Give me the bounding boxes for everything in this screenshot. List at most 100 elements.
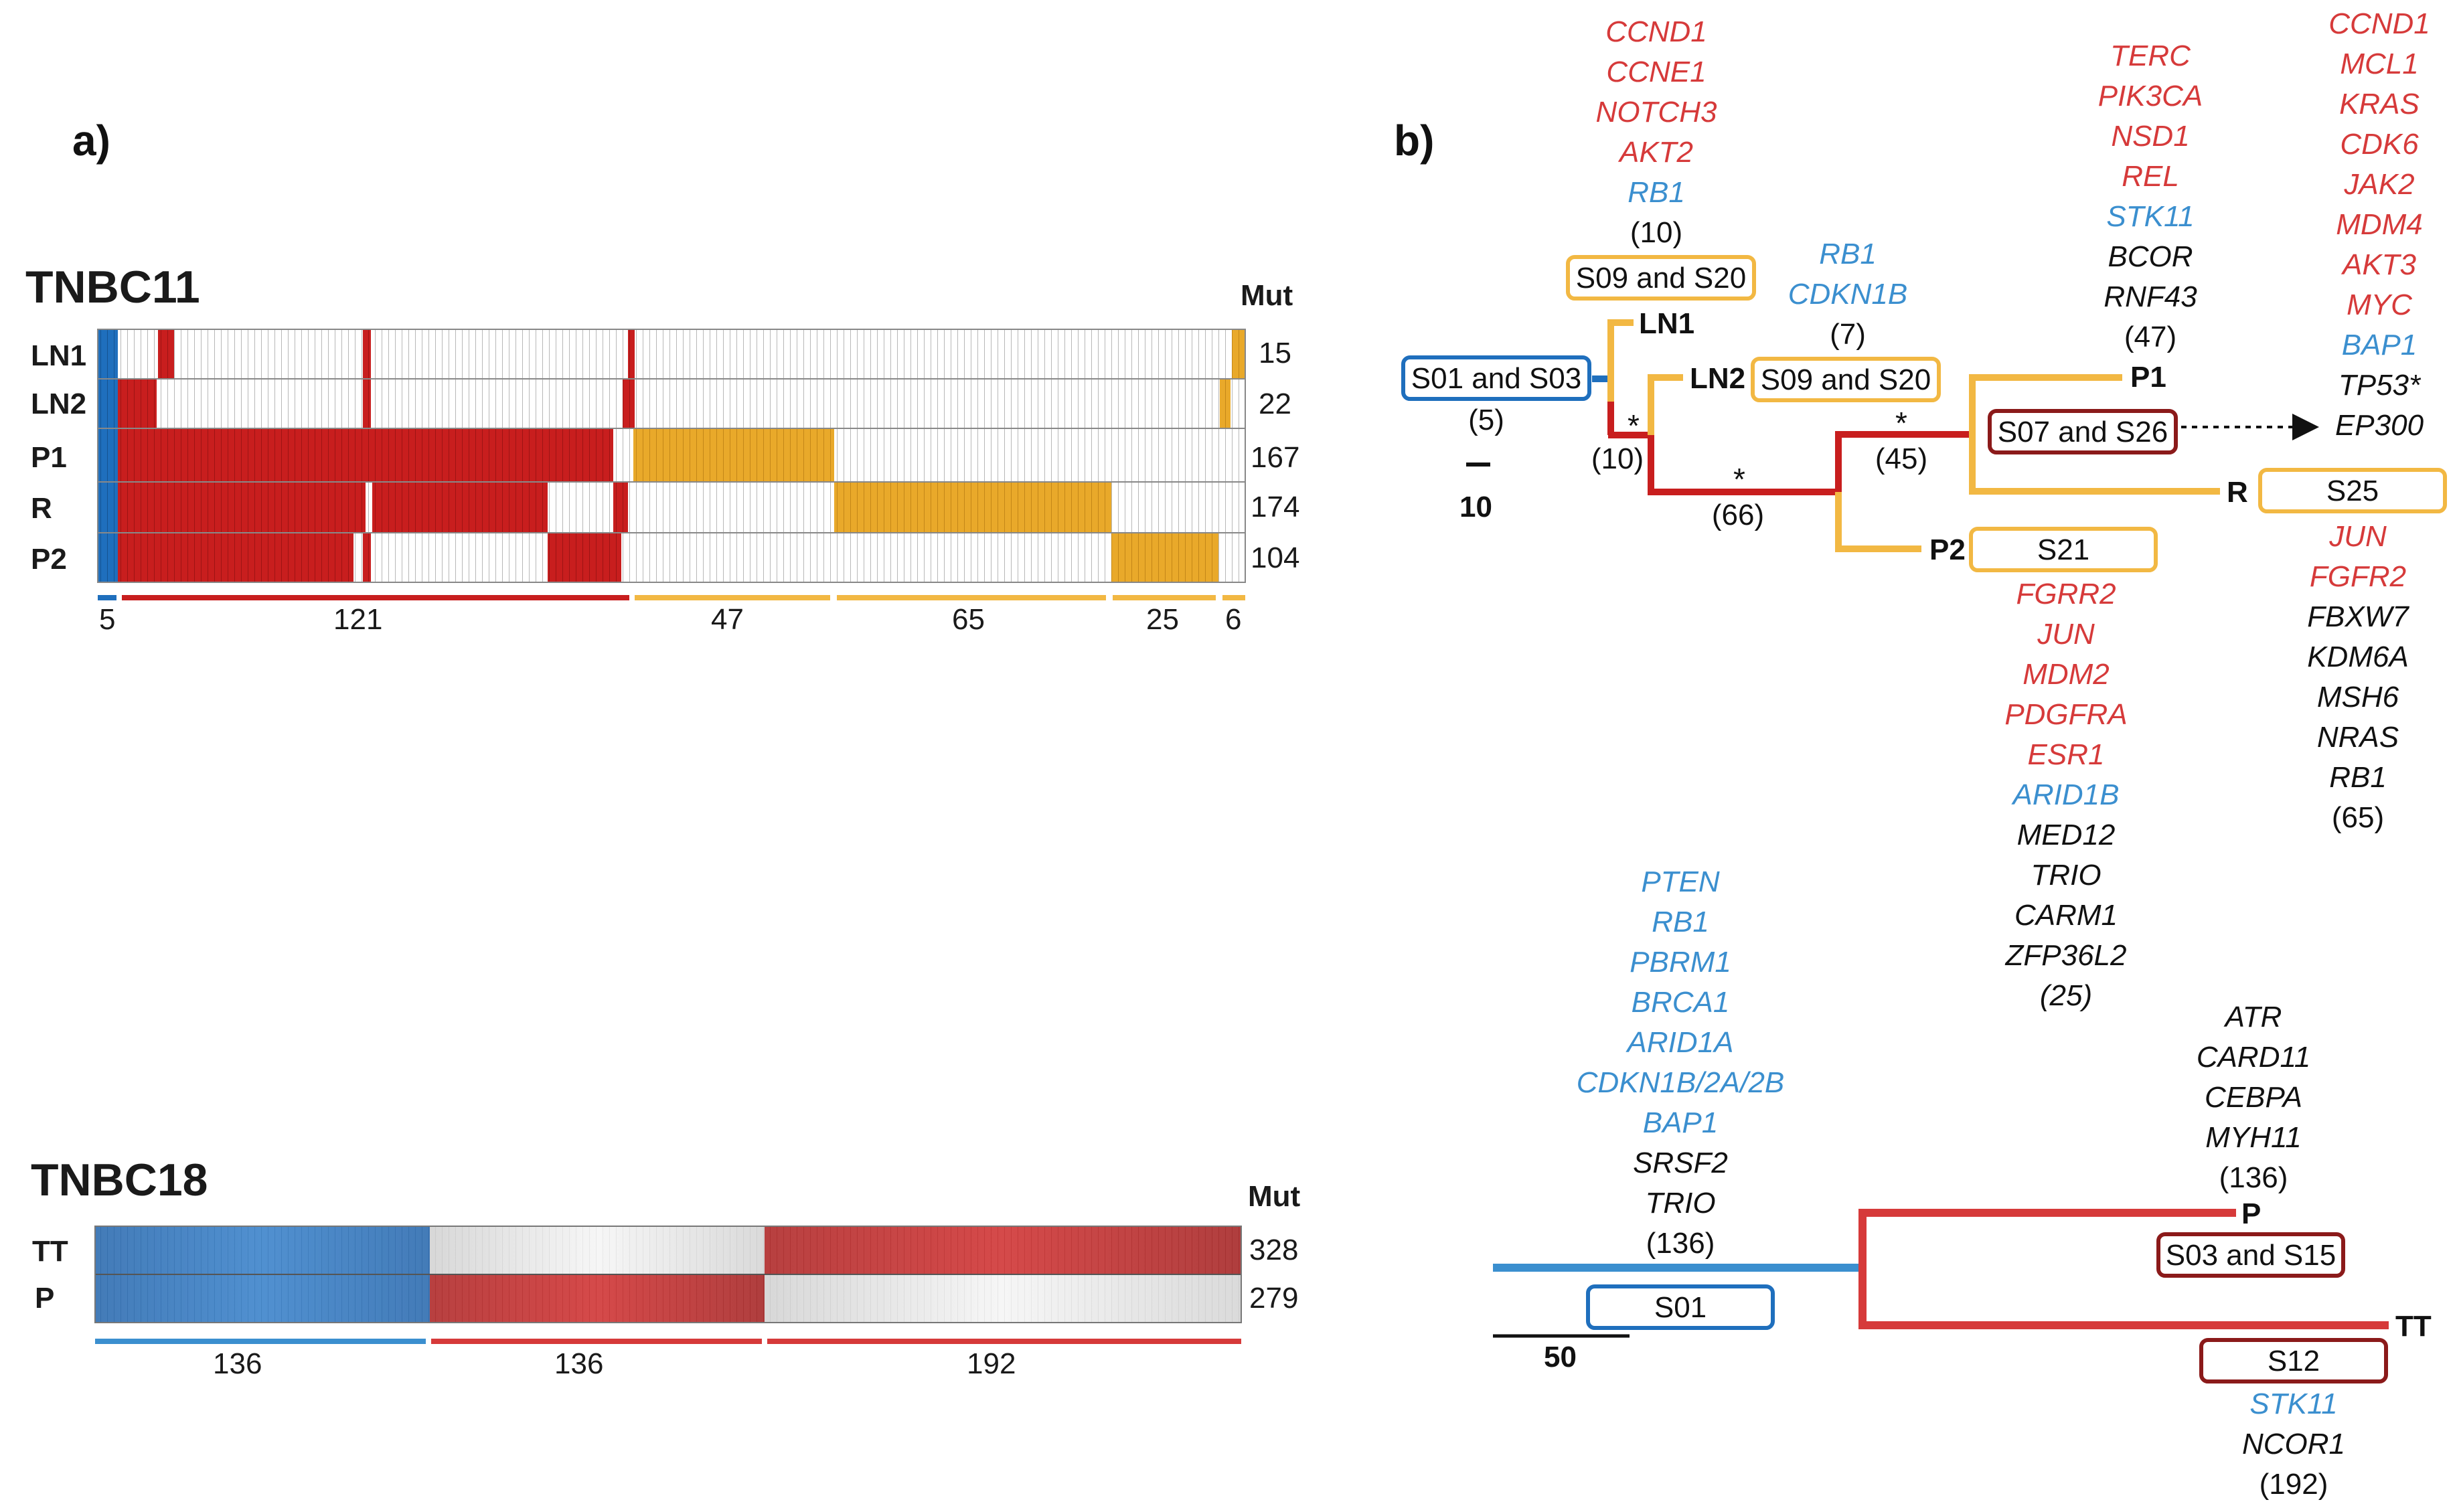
tnbc18-row-label-p: P bbox=[35, 1282, 54, 1315]
gene-r-3: FBXW7 bbox=[2307, 600, 2409, 633]
tnbc11-p1r-box-label: S07 and S26 bbox=[1998, 416, 2168, 448]
tnbc11-group-count-5: 25 bbox=[1146, 603, 1179, 636]
tnbc11-mut-ln1: 15 bbox=[1259, 337, 1291, 369]
gene-t18-9: TRIO bbox=[1645, 1187, 1715, 1220]
tnbc11-ln1-node: LN1 bbox=[1639, 307, 1694, 340]
gene-rtop-8: MYC bbox=[2347, 288, 2413, 321]
gene-tt18-2: NCOR1 bbox=[2242, 1428, 2345, 1460]
tnbc11-r-genes: JUN FGFR2 FBXW7 KDM6A MSH6 NRAS RB1 (65) bbox=[2307, 520, 2409, 834]
gene-t18-8: SRSF2 bbox=[1633, 1147, 1728, 1179]
gene-p2-10: ZFP36L2 bbox=[2005, 939, 2127, 972]
tnbc18-tt-count: (192) bbox=[2260, 1468, 2328, 1501]
tnbc11-group-count-6: 6 bbox=[1225, 603, 1241, 636]
tnbc11-ln1-box bbox=[1566, 255, 1756, 301]
panel-b-label: b) bbox=[1394, 116, 1434, 165]
tnbc18-tt-box-label: S12 bbox=[2268, 1345, 2320, 1377]
gene-p2-8: TRIO bbox=[2031, 859, 2101, 892]
tnbc18-mut-tt: 328 bbox=[1249, 1234, 1298, 1266]
gene-p1-7: RNF43 bbox=[2104, 280, 2197, 313]
gene-p18-2: CARD11 bbox=[2197, 1041, 2310, 1074]
tnbc11-trunk-count: (5) bbox=[1468, 404, 1504, 436]
tnbc11-main-branch-count: (66) bbox=[1712, 499, 1764, 531]
tnbc18-mut-header: Mut bbox=[1248, 1180, 1301, 1213]
tnbc18-trunk-count: (136) bbox=[1646, 1227, 1715, 1260]
gene-ln1-2: CCNE1 bbox=[1606, 56, 1706, 88]
gene-r-1: JUN bbox=[2328, 520, 2387, 553]
gene-p18-3: CEBPA bbox=[2205, 1081, 2302, 1114]
tnbc11-row-label-ln2: LN2 bbox=[31, 388, 86, 420]
tnbc11-trunk-box bbox=[1401, 355, 1591, 401]
gene-ln2-1: RB1 bbox=[1819, 238, 1877, 270]
gene-rtop-2: MCL1 bbox=[2340, 48, 2418, 80]
tnbc18-row-label-tt: TT bbox=[32, 1235, 68, 1268]
gene-r-6: NRAS bbox=[2317, 721, 2399, 754]
gene-p1-4: REL bbox=[2122, 160, 2179, 193]
gene-p18-1: ATR bbox=[2223, 1001, 2282, 1033]
tnbc11-row-label-ln1: LN1 bbox=[31, 339, 86, 372]
tnbc11-r-count: (65) bbox=[2332, 801, 2384, 834]
tnbc18-p-box-label: S03 and S15 bbox=[2166, 1239, 2336, 1272]
gene-r-2: FGFR2 bbox=[2310, 560, 2406, 593]
tnbc11-scale-label: 10 bbox=[1459, 491, 1492, 523]
tnbc11-p2-node: P2 bbox=[1929, 533, 1966, 566]
tnbc11-ln1-count: (10) bbox=[1630, 216, 1682, 249]
tnbc11-r-top-genes: CCND1 MCL1 KRAS CDK6 JAK2 MDM4 AKT3 MYC … bbox=[2328, 7, 2430, 442]
gene-r-4: KDM6A bbox=[2307, 641, 2409, 673]
gene-rtop-9: BAP1 bbox=[2342, 329, 2418, 361]
tnbc11-ln2-node: LN2 bbox=[1690, 362, 1745, 395]
tnbc11-p1r-branch-count: (45) bbox=[1875, 442, 1927, 475]
tnbc11-main-branch-star: * bbox=[1733, 462, 1745, 497]
tnbc11-ln2-count: (7) bbox=[1830, 318, 1866, 351]
gene-r-5: MSH6 bbox=[2317, 681, 2399, 713]
gene-p1-3: NSD1 bbox=[2111, 120, 2189, 153]
tnbc11-p1-count: (47) bbox=[2124, 321, 2176, 353]
tnbc18-heatmap bbox=[94, 1226, 1242, 1323]
tnbc18-mut-p: 279 bbox=[1249, 1282, 1298, 1315]
tnbc11-trunk-box-label: S01 and S03 bbox=[1411, 362, 1581, 395]
tnbc11-p2-genes: FGRR2 JUN MDM2 PDGFRA ESR1 ARID1B MED12 … bbox=[2004, 578, 2127, 1012]
tnbc18-p-box bbox=[2156, 1232, 2345, 1278]
gene-rtop-6: MDM4 bbox=[2336, 208, 2423, 241]
gene-p1-6: BCOR bbox=[2108, 240, 2193, 273]
gene-rtop-5: JAK2 bbox=[2343, 168, 2414, 201]
tnbc11-ln2-box-label: S09 and S20 bbox=[1761, 363, 1931, 396]
tnbc11-mut-p1: 167 bbox=[1251, 441, 1299, 474]
tnbc11-row-label-p1: P1 bbox=[31, 441, 67, 474]
tnbc11-mut-p2: 104 bbox=[1251, 541, 1299, 574]
gene-ln1-1: CCND1 bbox=[1605, 15, 1707, 48]
tnbc11-r-box bbox=[2258, 468, 2447, 513]
tnbc18-title: TNBC18 bbox=[31, 1155, 208, 1205]
tnbc11-group-count-1: 5 bbox=[99, 603, 115, 636]
tnbc11-p2-box bbox=[1969, 527, 2158, 572]
gene-p1-1: TERC bbox=[2110, 39, 2191, 72]
gene-tt18-1: STK11 bbox=[2249, 1388, 2337, 1420]
gene-p2-3: MDM2 bbox=[2023, 658, 2110, 691]
tnbc11-p2-count: (25) bbox=[2040, 979, 2092, 1012]
gene-t18-3: PBRM1 bbox=[1630, 946, 1731, 979]
tnbc11-p1r-branch-star: * bbox=[1895, 406, 1907, 440]
gene-ln1-3: NOTCH3 bbox=[1596, 96, 1717, 129]
tnbc11-mut-header: Mut bbox=[1241, 279, 1293, 312]
tnbc18-p-count: (136) bbox=[2219, 1161, 2288, 1194]
gene-rtop-11: EP300 bbox=[2335, 409, 2424, 442]
gene-p2-5: ESR1 bbox=[2028, 738, 2105, 771]
tnbc11-ln1-genes: CCND1 CCNE1 NOTCH3 AKT2 RB1 (10) bbox=[1596, 15, 1717, 249]
tnbc18-tree bbox=[1493, 1209, 2389, 1338]
gene-p2-6: ARID1B bbox=[2011, 778, 2120, 811]
gene-p2-4: PDGFRA bbox=[2004, 698, 2127, 731]
tnbc11-p1-genes: TERC PIK3CA NSD1 REL STK11 BCOR RNF43 (4… bbox=[2098, 39, 2203, 353]
tnbc11-r-box-label: S25 bbox=[2326, 475, 2379, 507]
tnbc18-trunk-box bbox=[1586, 1284, 1775, 1330]
tnbc11-heatmap bbox=[97, 329, 1246, 583]
gene-rtop-3: KRAS bbox=[2339, 88, 2420, 120]
tnbc18-group-count-1: 136 bbox=[213, 1347, 262, 1380]
tnbc11-ln-branch-count: (10) bbox=[1591, 442, 1644, 475]
gene-t18-1: PTEN bbox=[1641, 865, 1720, 898]
tnbc11-title: TNBC11 bbox=[25, 262, 200, 313]
tnbc18-group-count-2: 136 bbox=[554, 1347, 603, 1380]
gene-t18-7: BAP1 bbox=[1643, 1106, 1719, 1139]
tnbc11-group-count-3: 47 bbox=[711, 603, 744, 636]
tnbc11-p2-box-label: S21 bbox=[2037, 533, 2089, 566]
gene-r-7: RB1 bbox=[2329, 761, 2387, 794]
